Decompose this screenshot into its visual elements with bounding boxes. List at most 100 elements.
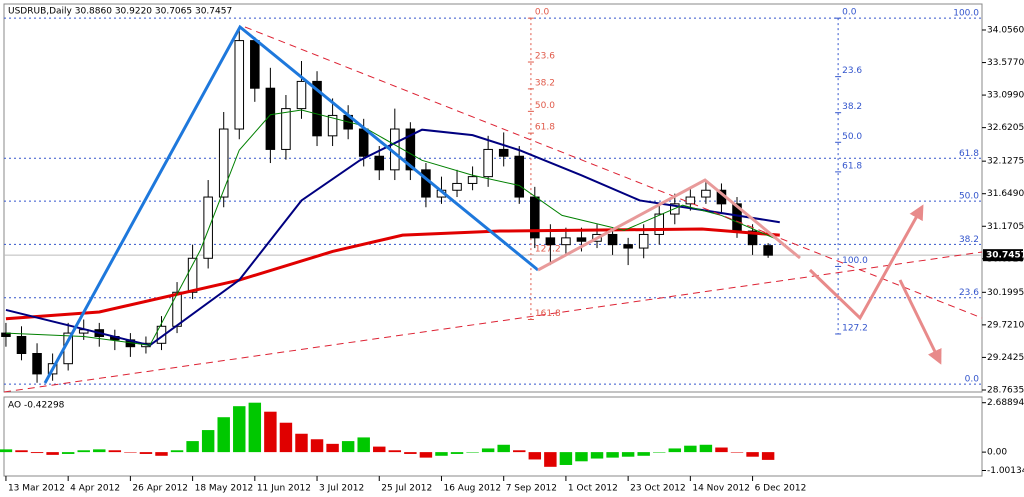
ao-bar xyxy=(497,444,510,453)
ao-bar xyxy=(590,452,604,459)
forecast-arrow xyxy=(898,279,942,365)
fib-label: 50.0 xyxy=(842,132,862,142)
wave-line xyxy=(537,178,801,272)
fib-label: 100.0 xyxy=(953,9,979,19)
ao-bar xyxy=(575,452,588,462)
ao-layer: 2.68894 0.00 -1.00134 xyxy=(0,398,1024,476)
candle-body xyxy=(763,245,773,256)
ao-bar xyxy=(15,450,28,453)
y-tick-label: 0.00 xyxy=(987,448,1007,458)
ao-bar xyxy=(186,441,199,453)
x-tick-label: 1 Oct 2012 xyxy=(568,484,618,494)
ao-bar xyxy=(0,449,13,453)
y-tick-label: 32.1275 xyxy=(987,157,1024,167)
candle-body xyxy=(218,128,229,198)
candle-body xyxy=(358,128,369,157)
price-tag-label: 30.7457 xyxy=(986,251,1024,261)
y-tick-label: 29.7210 xyxy=(987,320,1024,330)
candle-body xyxy=(685,196,696,205)
ao-bar xyxy=(233,406,246,453)
candle-body xyxy=(187,257,198,293)
ao-bar xyxy=(201,430,215,453)
ao-bar xyxy=(481,448,495,453)
candle-body xyxy=(265,87,276,150)
trend-line xyxy=(244,26,983,319)
chart-title: USDRUB,Daily 30.8860 30.9220 30.7065 30.… xyxy=(8,7,232,17)
fib-label: 127.2 xyxy=(842,323,868,333)
y-tick-label: 2.68894 xyxy=(987,398,1024,408)
candle-body xyxy=(312,80,322,137)
candle-body xyxy=(421,169,431,198)
ao-bar xyxy=(155,452,168,456)
ao-bar xyxy=(653,452,666,453)
ao-bar xyxy=(528,452,542,460)
ao-bar xyxy=(310,439,324,453)
fib-label: 38.2 xyxy=(959,235,979,245)
ao-bar xyxy=(621,452,635,457)
x-tick-label: 16 Aug 2012 xyxy=(443,484,501,494)
x-tick-label: 26 Apr 2012 xyxy=(132,484,188,494)
candle-body xyxy=(654,213,665,235)
candle-body xyxy=(172,291,182,327)
y-tick-label: 29.2425 xyxy=(987,353,1024,363)
candle-body xyxy=(514,155,525,198)
fib-label: 0.0 xyxy=(965,375,980,385)
ao-bar xyxy=(217,417,230,453)
y-tick-label: 28.7635 xyxy=(987,385,1024,395)
ao-bar xyxy=(248,402,262,453)
moving-average xyxy=(5,227,780,321)
ao-bar xyxy=(466,452,479,453)
candle-body xyxy=(747,230,758,246)
ao-bar xyxy=(295,433,308,453)
candle-body xyxy=(452,182,462,191)
ao-bar xyxy=(559,452,573,465)
moving-average xyxy=(5,128,780,347)
ao-bar xyxy=(170,450,184,453)
y-tick-label: 32.6205 xyxy=(987,123,1024,133)
ao-bar xyxy=(357,437,370,453)
ao-bar xyxy=(450,452,464,454)
x-tick-label: 13 Mar 2012 xyxy=(8,484,65,494)
x-tick-label: 11 Jun 2012 xyxy=(257,484,311,494)
price-panel xyxy=(3,3,983,393)
price-layer: 34.0560 33.5770 33.0990 32.6205 32.1275 31.64… xyxy=(1,8,1024,395)
y-tick-label: 33.5770 xyxy=(987,58,1024,68)
ao-bar xyxy=(77,450,90,453)
candle-body xyxy=(561,237,571,246)
ao-bar xyxy=(715,447,728,453)
candle-body xyxy=(327,114,338,137)
ao-bar xyxy=(341,441,355,453)
x-tick-label: 23 Oct 2012 xyxy=(630,484,686,494)
candle-body xyxy=(234,40,245,130)
trend-line xyxy=(3,251,983,393)
candle-body xyxy=(530,196,540,239)
fib-label: 38.2 xyxy=(842,102,862,112)
fib-label: 61.8 xyxy=(842,161,862,171)
x-tick-label: 4 Apr 2012 xyxy=(70,484,120,494)
ao-bar xyxy=(46,452,59,455)
candle-body xyxy=(545,237,556,246)
fib-label: 161.8 xyxy=(535,309,561,319)
candle-body xyxy=(701,189,711,198)
ao-bar xyxy=(139,452,153,454)
ao-bar xyxy=(373,446,386,453)
x-tick-label: 7 Sep 2012 xyxy=(506,484,557,494)
candle-body xyxy=(483,148,493,178)
fib-label: 23.6 xyxy=(842,66,862,76)
candle-body xyxy=(16,335,27,354)
ao-bar xyxy=(124,452,137,453)
ao-bar xyxy=(264,411,277,453)
fib-label: 100.0 xyxy=(842,256,868,266)
ao-bar xyxy=(388,450,402,453)
price-tag xyxy=(983,249,1023,262)
ao-bar xyxy=(30,452,44,454)
candle-body xyxy=(638,233,649,249)
candle-body xyxy=(203,196,213,259)
candle-body xyxy=(405,128,416,171)
candle-body xyxy=(374,155,385,171)
x-tick-label: 3 Jul 2012 xyxy=(319,484,364,494)
y-tick-label: 30.1995 xyxy=(987,288,1024,298)
forecast-arrow xyxy=(808,204,924,321)
